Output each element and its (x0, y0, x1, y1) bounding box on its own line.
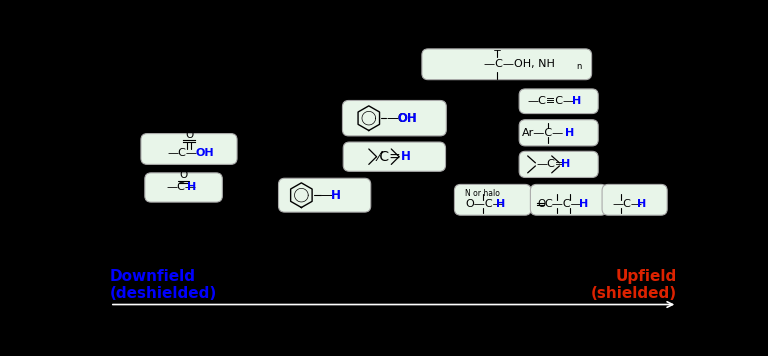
Text: H: H (572, 96, 581, 106)
FancyBboxPatch shape (145, 173, 222, 202)
Text: —C—: —C— (612, 199, 642, 209)
FancyBboxPatch shape (343, 100, 446, 136)
FancyBboxPatch shape (279, 178, 371, 212)
Text: —C—OH, NH: —C—OH, NH (484, 59, 554, 69)
FancyBboxPatch shape (141, 134, 237, 164)
Text: O: O (180, 170, 187, 180)
FancyBboxPatch shape (455, 184, 531, 215)
FancyBboxPatch shape (602, 184, 667, 215)
Text: —C=: —C= (536, 159, 564, 169)
FancyBboxPatch shape (531, 184, 607, 215)
Text: —C—: —C— (167, 148, 197, 158)
Text: OH: OH (195, 148, 214, 158)
Text: C—C—: C—C— (545, 199, 582, 209)
Text: H: H (496, 199, 505, 209)
Text: n: n (576, 62, 581, 71)
Text: H: H (561, 159, 571, 169)
Text: —OH: —OH (386, 112, 416, 125)
Text: N or halo: N or halo (465, 189, 500, 198)
Text: H: H (565, 128, 574, 138)
Text: H: H (187, 183, 196, 193)
Text: ⁄C=: ⁄C= (377, 150, 401, 164)
Text: Upfield
(shielded): Upfield (shielded) (591, 269, 677, 302)
Text: H: H (331, 189, 341, 202)
Text: OH: OH (398, 112, 417, 125)
Text: O—C—: O—C— (465, 199, 504, 209)
Text: H: H (401, 150, 410, 163)
FancyBboxPatch shape (422, 49, 591, 80)
FancyBboxPatch shape (519, 89, 598, 114)
FancyBboxPatch shape (519, 120, 598, 146)
FancyBboxPatch shape (343, 142, 445, 171)
Text: O: O (185, 130, 193, 140)
Text: —C—: —C— (167, 183, 197, 193)
Text: —H: —H (321, 189, 341, 202)
Text: Ar—C—: Ar—C— (522, 128, 564, 138)
Text: Downfield
(deshielded): Downfield (deshielded) (110, 269, 217, 302)
Text: H: H (637, 199, 646, 209)
Text: O: O (538, 199, 546, 209)
FancyBboxPatch shape (519, 151, 598, 178)
Text: H: H (579, 199, 588, 209)
Text: —C≡C—: —C≡C— (528, 96, 574, 106)
